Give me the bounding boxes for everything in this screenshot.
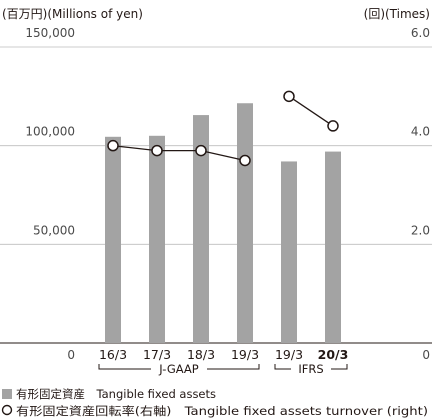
legend-square-marker [2,389,12,399]
bar [237,103,253,344]
category-labels: 16/3 17/3 18/3 19/3 19/3 20/3 [99,347,348,362]
accounting-standard-groups: J-GAAP IFRS [98,362,348,376]
bar [149,135,165,343]
group-bracket-right [207,364,260,370]
line-point [107,139,119,152]
group-label: J-GAAP [158,362,199,376]
right-tick-label: 0 [422,348,430,362]
group-bracket-left [98,364,151,370]
group-bracket-right [331,364,348,370]
legend-circle-marker [1,404,13,416]
axis-ticks: 0 50,000 100,000 150,000 0 2.0 4.0 6.0 [25,26,430,362]
line-point [239,154,251,167]
bar [193,115,209,343]
group-label: IFRS [298,362,323,376]
bar [105,136,121,343]
category-label: 18/3 [187,347,215,362]
category-label: 17/3 [143,347,171,362]
line-point [151,144,163,157]
left-tick-label: 50,000 [33,223,75,237]
line-point [327,120,339,132]
series-line [112,145,246,162]
legend-label: 有形固定資産回転率(右軸) Tangible fixed assets turn… [16,404,428,418]
right-axis-unit: (回)(Times) [364,7,430,21]
left-tick-label: 0 [67,348,75,362]
bar [281,161,297,343]
group-bracket-left [274,364,291,370]
line-series [107,90,339,167]
left-tick-label: 100,000 [25,125,75,139]
category-label: 19/3 [275,347,303,362]
right-tick-label: 2.0 [411,223,430,237]
bar-series [105,103,341,344]
right-tick-label: 4.0 [411,125,430,139]
category-label: 16/3 [99,347,127,362]
gridlines [0,46,432,344]
category-label: 20/3 [318,347,349,362]
right-tick-label: 6.0 [411,26,430,40]
left-axis-unit: (百万円)(Millions of yen) [2,7,143,21]
legend-label: 有形固定資産 Tangible fixed assets [16,387,216,401]
line-point [283,90,295,103]
series-line [288,95,334,127]
bar [325,151,341,343]
line-point [195,144,207,157]
category-label: 19/3 [231,347,259,362]
left-tick-label: 150,000 [25,26,75,40]
legend: 有形固定資産 Tangible fixed assets 有形固定資産回転率(右軸… [1,387,428,418]
